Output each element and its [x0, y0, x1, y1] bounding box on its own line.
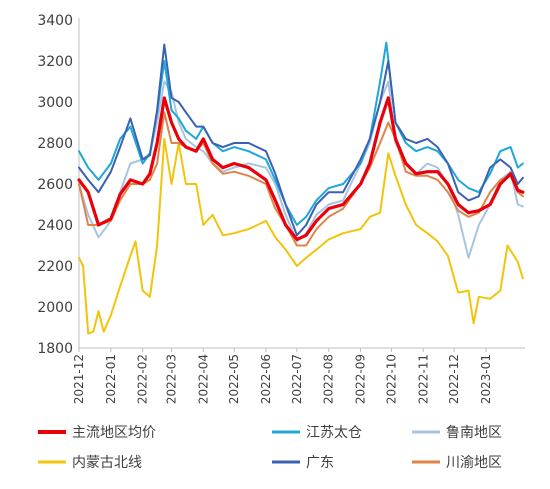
legend-label: 江苏太仓 [306, 425, 362, 441]
x-tick-label: 2022-11 [416, 354, 430, 404]
x-axis-ticks: 2021-12 2022-01 2022-02 2022-03 2022-04 2022-… [72, 348, 493, 404]
y-tick-label: 2800 [37, 136, 73, 152]
y-tick-label: 2000 [37, 300, 73, 316]
x-tick-label: 2021-12 [72, 354, 86, 404]
legend-label: 广东 [306, 455, 334, 471]
legend-label: 川渝地区 [446, 455, 502, 471]
y-tick-label: 3200 [37, 54, 73, 70]
x-tick-label: 2022-04 [196, 354, 210, 404]
y-tick-label: 3400 [37, 13, 73, 29]
x-tick-label: 2022-08 [322, 354, 336, 404]
x-tick-label: 2023-01 [479, 354, 493, 404]
series-line-4 [78, 137, 524, 335]
x-tick-label: 2022-02 [136, 354, 150, 404]
y-tick-label: 2600 [37, 177, 73, 193]
x-tick-label: 2022-07 [290, 354, 304, 404]
legend-label: 主流地区均价 [72, 425, 156, 441]
x-tick-label: 2022-09 [354, 354, 368, 404]
y-tick-label: 2400 [37, 218, 73, 234]
y-tick-label: 3000 [37, 95, 73, 111]
series-line-5 [78, 43, 524, 237]
x-tick-label: 2022-10 [384, 354, 398, 404]
series-lines [77, 41, 525, 335]
y-tick-label: 2200 [37, 259, 73, 275]
y-axis-ticks: 1800 2000 2200 2400 2600 2800 3000 3200 3400 [37, 13, 73, 357]
legend-label: 内蒙古北线 [72, 455, 142, 471]
x-tick-label: 2022-06 [259, 354, 273, 404]
y-tick-label: 1800 [37, 341, 73, 357]
series-line-1 [77, 96, 525, 241]
x-tick-label: 2022-03 [164, 354, 178, 404]
x-tick-label: 2022-12 [447, 354, 461, 404]
x-tick-label: 2022-01 [104, 354, 118, 404]
legend-label: 鲁南地区 [446, 425, 502, 441]
x-tick-label: 2022-05 [227, 354, 241, 404]
series-line-6 [78, 111, 524, 247]
